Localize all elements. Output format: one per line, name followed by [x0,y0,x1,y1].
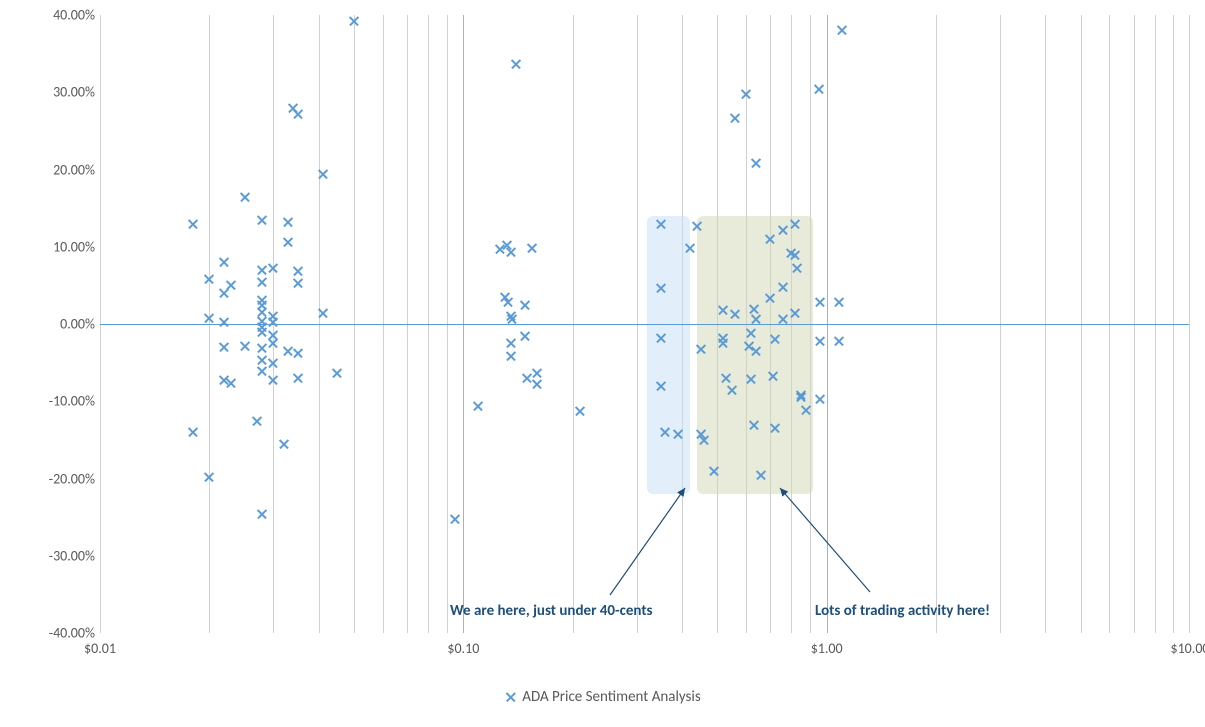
y-axis-label: -20.00% [15,470,95,487]
data-point [292,108,304,120]
data-point [218,316,230,328]
data-point [251,415,263,427]
chart-plot-area [100,15,1190,633]
data-point [505,350,517,362]
highlight-region [697,216,813,494]
y-axis-label: -10.00% [15,393,95,410]
data-point [256,326,268,338]
data-point [472,400,484,412]
data-point [449,513,461,525]
data-point [218,256,230,268]
data-point [292,277,304,289]
data-point [526,242,538,254]
annotation-label: Lots of trading activity here! [815,602,990,620]
data-point [814,393,826,405]
data-point [505,246,517,258]
data-point [278,438,290,450]
data-point [256,299,268,311]
data-point [256,214,268,226]
data-point [531,378,543,390]
data-point [505,310,517,322]
data-point [814,335,826,347]
data-point [499,291,511,303]
y-axis-label: -30.00% [15,547,95,564]
data-point [225,279,237,291]
data-point [256,294,268,306]
data-point [282,236,294,248]
data-point [521,372,533,384]
data-point [836,24,848,36]
legend-label: ADA Price Sentiment Analysis [522,688,700,706]
data-point [502,296,514,308]
data-point [225,377,237,389]
annotation-label: We are here, just under 40-cents [450,602,653,620]
legend: ADA Price Sentiment Analysis [504,688,700,706]
data-point [292,347,304,359]
data-point [531,367,543,379]
data-point [187,218,199,230]
y-axis-label: -40.00% [15,625,95,642]
y-axis-label: 20.00% [15,161,95,178]
highlight-region [647,216,690,494]
data-point [750,157,762,169]
data-point [574,405,586,417]
data-point [256,321,268,333]
data-point [282,345,294,357]
x-axis-label: $10.00 [1170,640,1205,657]
x-axis-label: $0.01 [84,640,116,657]
y-axis-label: 0.00% [15,316,95,333]
data-point [218,287,230,299]
data-point [494,243,506,255]
x-axis-label: $0.10 [447,640,479,657]
data-point [256,276,268,288]
data-point [292,372,304,384]
data-point [833,335,845,347]
data-point [256,365,268,377]
data-point [331,367,343,379]
y-axis-label: 10.00% [15,238,95,255]
data-point [256,342,268,354]
x-axis-label: $1.00 [811,640,843,657]
data-point [256,306,268,318]
data-point [256,354,268,366]
data-point [510,58,522,70]
data-point [813,83,825,95]
data-point [814,296,826,308]
data-point [256,508,268,520]
data-point [501,239,513,251]
y-axis-label: 40.00% [15,7,95,24]
data-point [287,102,299,114]
y-axis-label: 30.00% [15,84,95,101]
data-point [833,296,845,308]
data-point [218,374,230,386]
data-point [239,191,251,203]
data-point [239,340,251,352]
data-point [187,426,199,438]
data-point [729,112,741,124]
data-point [256,315,268,327]
data-point [218,341,230,353]
data-point [256,264,268,276]
data-point [519,299,531,311]
data-point [282,216,294,228]
data-point [292,265,304,277]
data-point [519,330,531,342]
data-point [505,337,517,349]
legend-marker-icon [504,691,516,703]
